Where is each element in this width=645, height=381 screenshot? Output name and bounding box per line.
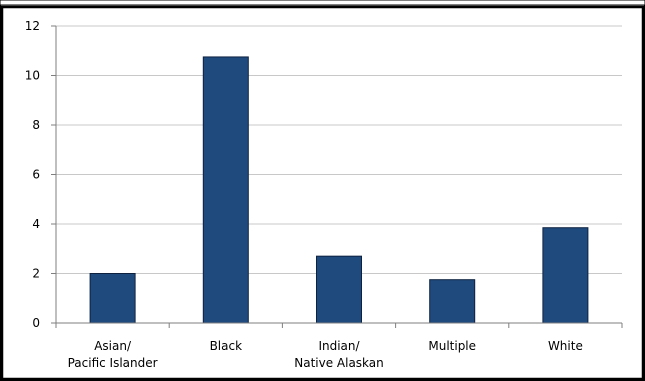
x-category-label: White <box>548 339 583 353</box>
y-tick-label: 8 <box>32 118 40 132</box>
y-tick-label: 10 <box>25 69 40 83</box>
x-category-label: Indian/ <box>318 339 360 353</box>
bars <box>89 56 589 324</box>
x-category-label: Multiple <box>428 339 476 353</box>
bar <box>202 56 249 324</box>
bar <box>316 255 362 324</box>
y-tick-label: 12 <box>25 19 40 33</box>
top-strip <box>0 0 645 6</box>
y-tick-label: 0 <box>32 316 40 330</box>
x-category-label: Native Alaskan <box>294 356 384 370</box>
x-category-label: Black <box>210 339 243 353</box>
bar <box>429 279 476 324</box>
y-tick-label: 4 <box>32 217 40 231</box>
bar <box>89 273 136 324</box>
x-category-label: Pacific Islander <box>68 356 158 370</box>
y-tick-label: 6 <box>32 168 40 182</box>
bar <box>542 227 589 324</box>
axes <box>51 25 623 328</box>
y-tick-label: 2 <box>32 267 40 281</box>
labels: 0 2 4 6 8 10 12 Asian/Pacific Islander Black Indi… <box>25 19 583 370</box>
x-category-label: Asian/ <box>94 339 132 353</box>
